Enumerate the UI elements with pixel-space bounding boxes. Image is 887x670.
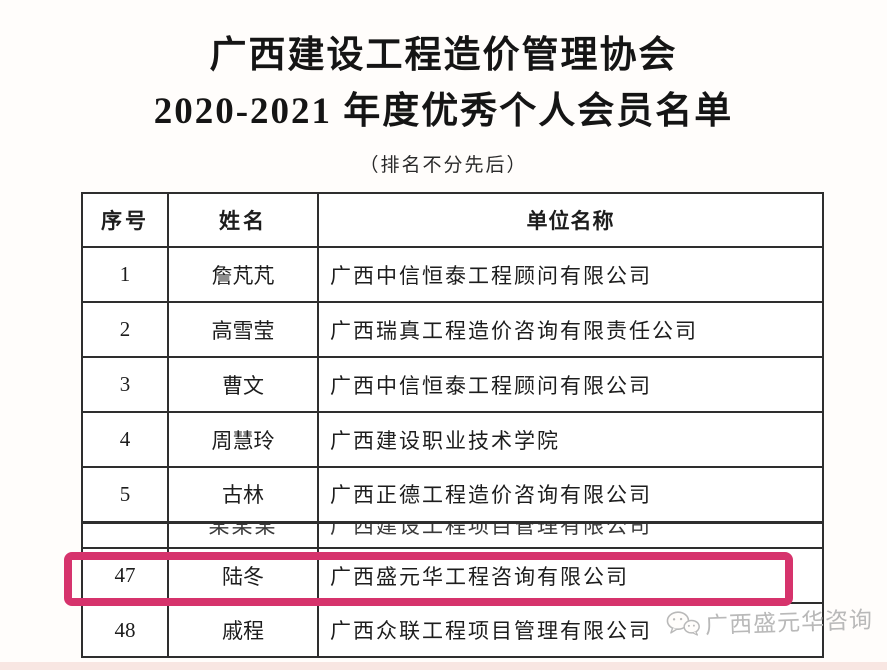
- cell-company: 广西正德工程造价咨询有限公司: [317, 466, 824, 523]
- cell-name: 古林: [167, 466, 319, 523]
- cell-no: 2: [81, 301, 169, 358]
- members-table: 序号 姓名 单位名称 1 詹芃芃 广西中信恒泰工程顾问有限公司 2 高雪莹 广西…: [81, 192, 824, 658]
- table-row: 3 曹文 广西中信恒泰工程顾问有限公司: [81, 356, 824, 413]
- cell-company: 广西建设职业技术学院: [317, 411, 824, 468]
- table-row: 4 周慧玲 广西建设职业技术学院: [81, 411, 824, 468]
- cell-company-clipped: 广西建设工程项目管理有限公司: [317, 520, 824, 549]
- cell-no: 1: [81, 246, 169, 303]
- wechat-icon: [666, 611, 700, 636]
- cell-no: 4: [81, 411, 169, 468]
- col-header-name: 姓名: [167, 192, 319, 248]
- cell-no: 5: [81, 466, 169, 523]
- clipped-company-fragment: 广西建设工程项目管理有限公司: [330, 524, 652, 539]
- document-subtitle: （排名不分先后）: [359, 155, 528, 176]
- cell-no-clipped: [81, 520, 169, 549]
- document-title-line1: 广西建设工程造价管理协会: [209, 35, 678, 76]
- table-row: 2 高雪莹 广西瑞真工程造价咨询有限责任公司: [81, 301, 824, 358]
- col-header-no: 序号: [81, 192, 169, 248]
- table-row-highlighted: 47 陆冬 广西盛元华工程咨询有限公司: [81, 547, 824, 604]
- clipped-name-fragment: 某某某: [208, 524, 278, 539]
- cell-name: 周慧玲: [167, 411, 319, 468]
- col-header-company: 单位名称: [317, 192, 824, 248]
- cell-name: 戚程: [167, 602, 319, 658]
- document-title-line2: 2020-2021 年度优秀个人会员名单: [153, 91, 734, 132]
- watermark-text: 广西盛元华咨询: [704, 607, 874, 639]
- cell-name: 曹文: [167, 356, 319, 413]
- cell-no: 3: [81, 356, 169, 413]
- cell-name-clipped: 某某某: [167, 520, 319, 549]
- table-row: 1 詹芃芃 广西中信恒泰工程顾问有限公司: [81, 246, 824, 303]
- cell-no: 48: [81, 602, 169, 658]
- cell-no: 47: [81, 547, 169, 604]
- cell-company: 广西中信恒泰工程顾问有限公司: [317, 356, 824, 413]
- cell-company: 广西中信恒泰工程顾问有限公司: [317, 246, 824, 303]
- table-header-row: 序号 姓名 单位名称: [81, 192, 824, 248]
- cell-name: 高雪莹: [167, 301, 319, 358]
- cell-company: 广西盛元华工程咨询有限公司: [317, 547, 824, 604]
- bottom-strip: [0, 662, 887, 670]
- cell-company: 广西瑞真工程造价咨询有限责任公司: [317, 301, 824, 358]
- cell-name: 詹芃芃: [167, 246, 319, 303]
- table-row-clipped: 某某某 广西建设工程项目管理有限公司: [81, 520, 824, 549]
- watermark: 广西盛元华咨询: [665, 600, 873, 641]
- table-row: 5 古林 广西正德工程造价咨询有限公司: [81, 466, 824, 523]
- cell-name: 陆冬: [167, 547, 319, 604]
